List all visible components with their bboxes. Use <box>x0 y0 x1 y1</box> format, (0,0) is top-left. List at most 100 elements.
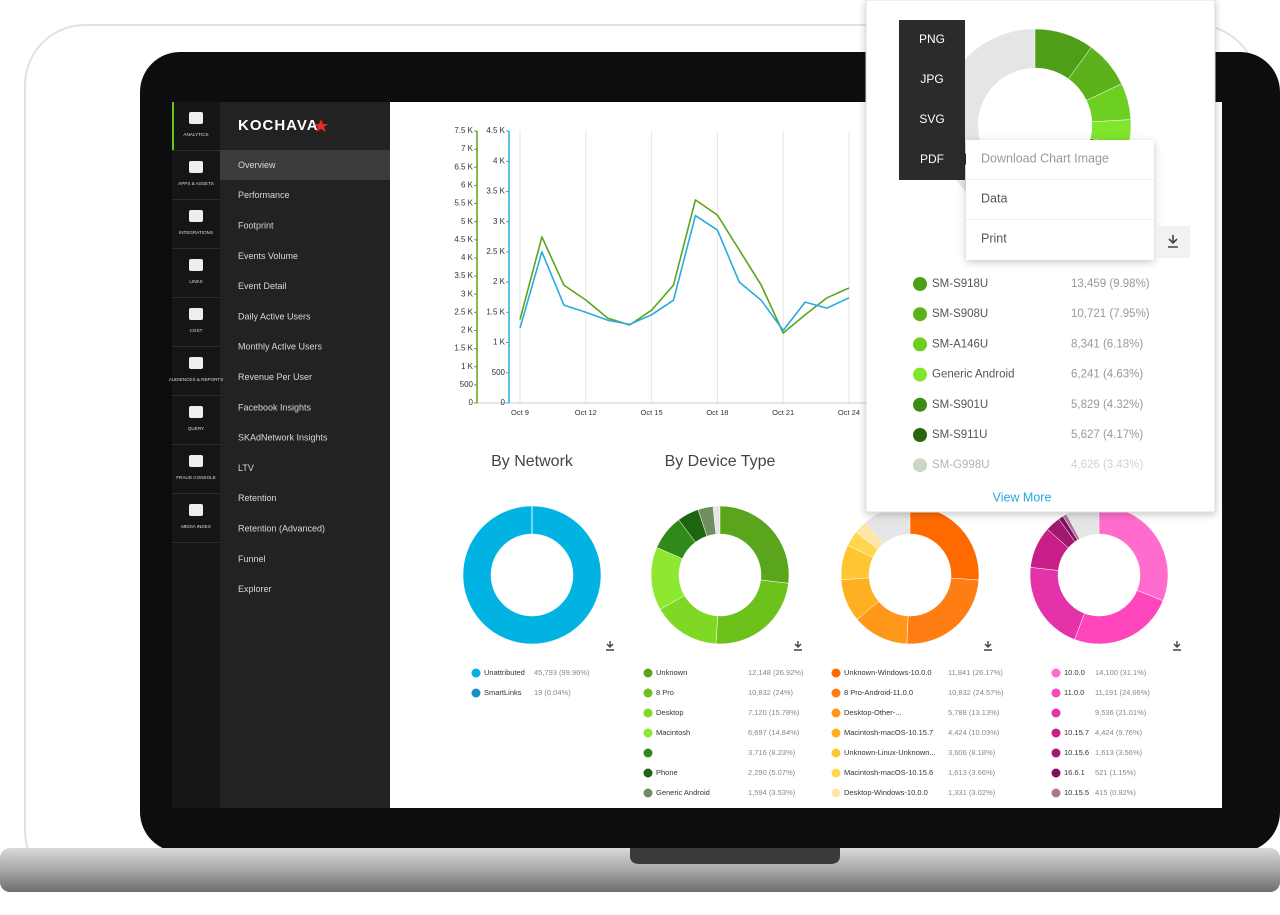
legend-dot <box>1051 708 1061 718</box>
view-more-link[interactable]: View More <box>993 490 1052 504</box>
legend-value: 6,697 (14.84%) <box>748 728 800 737</box>
rail-label[interactable]: INTEGRATIONS <box>179 230 213 235</box>
y-tick-label: 4.5 K <box>486 126 505 135</box>
export-option[interactable]: Print <box>981 231 1007 245</box>
legend-value: 14,100 (31.1%) <box>1095 668 1147 677</box>
popup: PNG JPG SVG PDF Download Chart Image Data Prin… <box>865 0 1216 513</box>
legend-value: 5,627 (4.17%) <box>1071 429 1143 441</box>
legend-dot <box>913 337 927 352</box>
legend-dot <box>1051 768 1061 778</box>
rail-icon <box>189 455 203 467</box>
nav-item[interactable]: Event Detail <box>238 281 287 291</box>
x-tick-label: Oct 15 <box>641 408 663 417</box>
nav-item[interactable]: Funnel <box>238 554 266 564</box>
legend-name: 10.0.0 <box>1064 668 1085 677</box>
donut-charts: By Network Unattributed 45,793 (99.96%) Sma… <box>462 453 1181 798</box>
base-notch <box>630 848 840 864</box>
legend-dot <box>913 397 927 412</box>
nav-item[interactable]: SKAdNetwork Insights <box>238 433 328 443</box>
rail-label[interactable]: ANALYTICS <box>183 132 208 137</box>
export-format[interactable]: JPG <box>920 72 943 86</box>
export-option[interactable]: Data <box>981 191 1007 205</box>
rail-icon <box>189 161 203 173</box>
legend-value: 8,341 (6.18%) <box>1071 338 1143 350</box>
x-tick-label: Oct 21 <box>772 408 794 417</box>
download-icon[interactable] <box>1173 641 1181 651</box>
rail-icon <box>189 210 203 222</box>
nav-item[interactable]: Events Volume <box>238 251 298 261</box>
y-tick-label: 7 K <box>461 144 474 153</box>
y-tick-label: 3.5 K <box>454 271 473 280</box>
line-series <box>519 214 850 332</box>
export-format[interactable]: PNG <box>919 32 945 46</box>
export-option[interactable]: Download Chart Image <box>981 151 1109 165</box>
rail-label[interactable]: APPS & ASSETS <box>178 181 214 186</box>
legend-dot <box>643 768 653 778</box>
download-icon[interactable] <box>606 641 614 651</box>
nav-menu: Overview Performance Footprint Events Volum… <box>238 160 328 594</box>
rail-label[interactable]: AUDIENCES & REPORTS <box>169 377 224 382</box>
nav-item[interactable]: Explorer <box>238 584 272 594</box>
y-tick-label: 1.5 K <box>454 344 473 353</box>
download-icon[interactable] <box>794 641 802 651</box>
nav-item[interactable]: Facebook Insights <box>238 402 312 412</box>
legend-value: 4,424 (10.03%) <box>948 728 1000 737</box>
rail-label[interactable]: QUERY <box>188 426 204 431</box>
nav-panel <box>220 102 390 808</box>
nav-item[interactable]: Daily Active Users <box>238 311 311 321</box>
export-format[interactable]: SVG <box>919 112 944 126</box>
rail-label[interactable]: LINKS <box>189 279 202 284</box>
rail-label[interactable]: MEDIA INDEX <box>181 524 211 529</box>
legend-name: 11.0.0 <box>1064 688 1084 697</box>
legend-dot <box>643 708 653 718</box>
nav-item[interactable]: Overview <box>238 160 276 170</box>
legend-value: 1,594 (3.53%) <box>748 788 796 797</box>
rail-label[interactable]: COST <box>190 328 203 333</box>
legend-dot <box>643 688 653 698</box>
export-format[interactable]: PDF <box>920 152 944 166</box>
nav-item[interactable]: Performance <box>238 190 290 200</box>
legend-name: SM-S908U <box>932 308 988 320</box>
legend-dot <box>831 748 841 758</box>
rail-icon <box>189 406 203 418</box>
y-tick-label: 2.5 K <box>486 247 505 256</box>
legend-value: 521 (1.15%) <box>1095 768 1136 777</box>
legend-dot <box>831 768 841 778</box>
y-tick-label: 500 <box>492 368 506 377</box>
legend-value: 3,716 (8.23%) <box>748 748 796 757</box>
nav-item[interactable]: Footprint <box>238 220 274 230</box>
logo-star <box>314 119 328 132</box>
legend-name: Desktop-Other-... <box>844 708 902 717</box>
y-tick-label: 6.5 K <box>454 162 473 171</box>
legend-name: Generic Android <box>656 788 710 797</box>
nav-item[interactable]: Retention <box>238 493 277 503</box>
legend-dot <box>1051 788 1061 798</box>
legend-dot <box>913 367 927 382</box>
download-icon[interactable] <box>984 641 992 651</box>
nav-item[interactable]: LTV <box>238 463 254 473</box>
legend-value: 4,424 (9.76%) <box>1095 728 1143 737</box>
legend-value: 11,841 (26.17%) <box>948 668 1003 677</box>
icon-rail-items: ANALYTICS APPS & ASSETS INTEGRATIONS LINKS C… <box>169 112 224 543</box>
rail-active <box>172 102 174 150</box>
line-chart: Oct 9 Oct 12 Oct 15 Oct 18 Oct 21 Oct 24 0 500 1… <box>454 126 866 417</box>
nav-item[interactable]: Retention (Advanced) <box>238 523 325 533</box>
legend-name: SM-A146U <box>932 338 988 350</box>
x-tick-label: Oct 24 <box>838 408 860 417</box>
rail-label[interactable]: FRAUD CONSOLE <box>176 475 216 480</box>
y-tick-label: 7.5 K <box>454 126 473 135</box>
legend-name: Macintosh-macOS-10.15.7 <box>844 728 933 737</box>
x-tick-label: Oct 18 <box>706 408 728 417</box>
legend-name: Desktop <box>656 708 684 717</box>
y-tick-label: 0 <box>469 398 474 407</box>
legend-name: 10.15.7 <box>1064 728 1089 737</box>
donut-segment <box>855 522 884 550</box>
nav-item[interactable]: Revenue Per User <box>238 372 312 382</box>
legend-dot <box>1051 688 1061 698</box>
nav-item[interactable]: Monthly Active Users <box>238 342 323 352</box>
legend-value: 9,536 (21.01%) <box>1095 708 1147 717</box>
legend-dot <box>471 668 481 678</box>
y-tick-label: 4.5 K <box>454 235 473 244</box>
legend-dot <box>1051 748 1061 758</box>
